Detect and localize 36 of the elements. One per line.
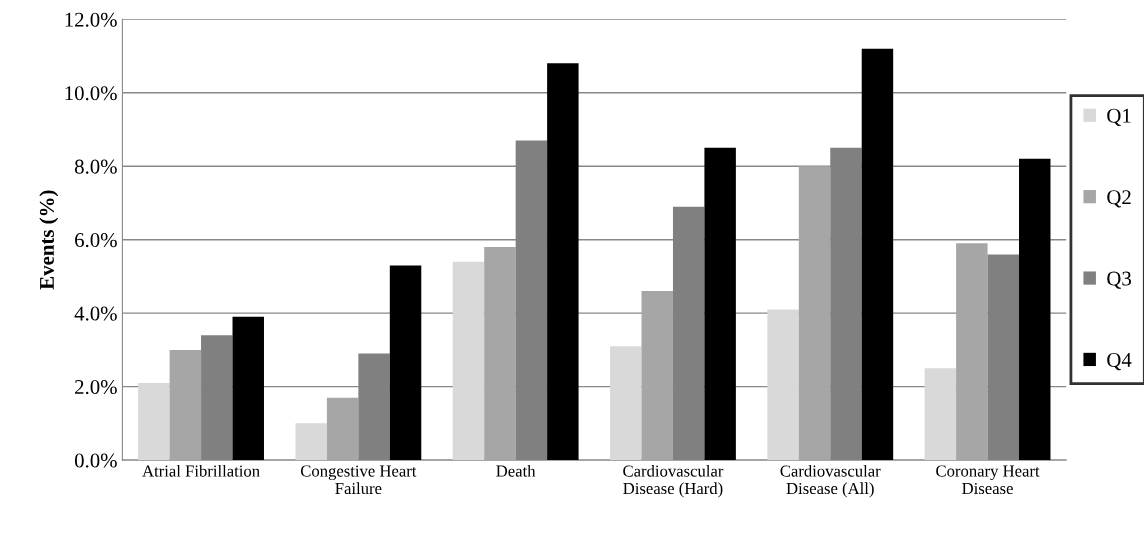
y-axis-title: Events (%)	[39, 190, 59, 290]
bar	[232, 316, 264, 461]
bar	[704, 147, 736, 461]
y-tick-label: 12.0%	[65, 12, 117, 27]
legend-label: Q3	[1107, 271, 1131, 289]
bar	[798, 166, 831, 461]
bar	[169, 349, 202, 461]
bar	[1019, 158, 1051, 461]
bar	[389, 265, 422, 461]
x-tick-label: Death	[496, 464, 536, 477]
legend-label: Q4	[1107, 352, 1132, 371]
bar	[452, 261, 485, 461]
bar	[295, 423, 327, 461]
bar	[767, 309, 799, 461]
bar	[610, 346, 642, 461]
bar	[924, 368, 957, 461]
y-tick-label: 4.0%	[74, 306, 117, 321]
x-tick-label: Cardiovascular Disease (Hard)	[623, 464, 724, 498]
y-tick-label: 8.0%	[74, 159, 117, 174]
y-tick-label: 10.0%	[65, 86, 117, 101]
legend-label: Q2	[1107, 190, 1131, 208]
bar	[956, 243, 988, 461]
bar	[138, 382, 170, 461]
bar	[861, 48, 894, 461]
y-tick-label: 2.0%	[75, 379, 117, 395]
x-tick-label: Cardiovascular Disease (All)	[780, 464, 881, 498]
bar	[641, 291, 673, 461]
x-tick-label: Coronary Heart Disease	[936, 465, 1040, 495]
y-tick-label: 0.0%	[74, 453, 117, 468]
bar	[326, 397, 359, 461]
bar	[484, 247, 516, 461]
legend-label: Q1	[1107, 108, 1131, 126]
x-tick-label: Atrial Fibrillation	[142, 464, 260, 477]
x-tick-label: Congestive Heart Failure	[300, 465, 417, 495]
y-tick-label: 6.0%	[75, 233, 117, 248]
bar	[547, 63, 579, 461]
